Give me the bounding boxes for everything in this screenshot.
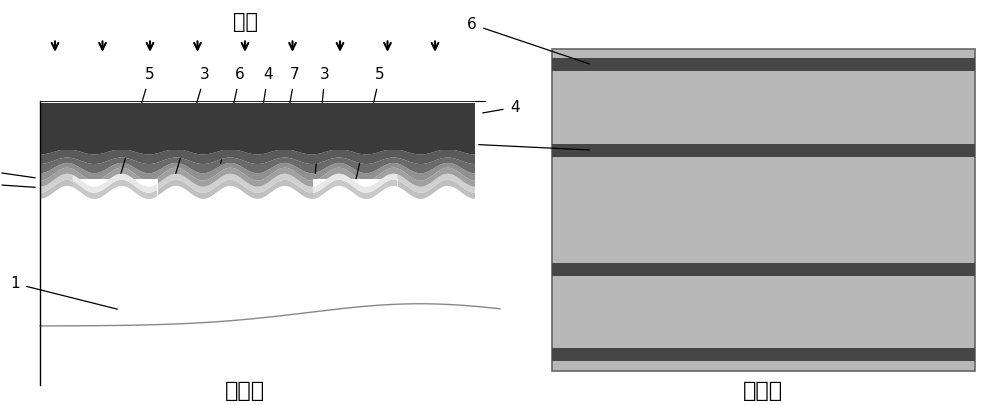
- Text: 6: 6: [467, 17, 589, 64]
- Text: 2: 2: [0, 177, 35, 192]
- Bar: [552, 58, 975, 71]
- Bar: [552, 348, 975, 361]
- Text: 4: 4: [255, 67, 273, 153]
- Polygon shape: [73, 174, 157, 193]
- Text: 6: 6: [221, 67, 245, 163]
- Polygon shape: [40, 180, 475, 199]
- Polygon shape: [313, 180, 397, 199]
- Text: 4: 4: [483, 100, 520, 115]
- Text: 5: 5: [356, 67, 385, 181]
- Polygon shape: [40, 158, 475, 173]
- Text: 3: 3: [315, 67, 330, 173]
- Text: 3: 3: [176, 67, 210, 173]
- Bar: [73, 179, 158, 196]
- Polygon shape: [40, 149, 475, 154]
- Polygon shape: [40, 174, 475, 193]
- Text: 截面图: 截面图: [225, 381, 265, 401]
- Text: 5: 5: [119, 67, 155, 181]
- Text: 1: 1: [10, 276, 117, 309]
- Text: 俯视图: 俯视图: [743, 381, 783, 401]
- Polygon shape: [73, 180, 157, 199]
- Bar: [552, 49, 975, 371]
- Polygon shape: [40, 149, 475, 164]
- Text: 7: 7: [462, 136, 589, 151]
- Polygon shape: [40, 163, 475, 181]
- Bar: [552, 144, 975, 157]
- Bar: [40, 103, 475, 150]
- Polygon shape: [313, 174, 397, 193]
- Text: 7: 7: [285, 67, 300, 127]
- Text: 光照: 光照: [232, 12, 258, 32]
- Bar: [312, 179, 398, 196]
- Polygon shape: [40, 168, 475, 187]
- Text: 4: 4: [0, 164, 35, 179]
- Bar: [552, 262, 975, 275]
